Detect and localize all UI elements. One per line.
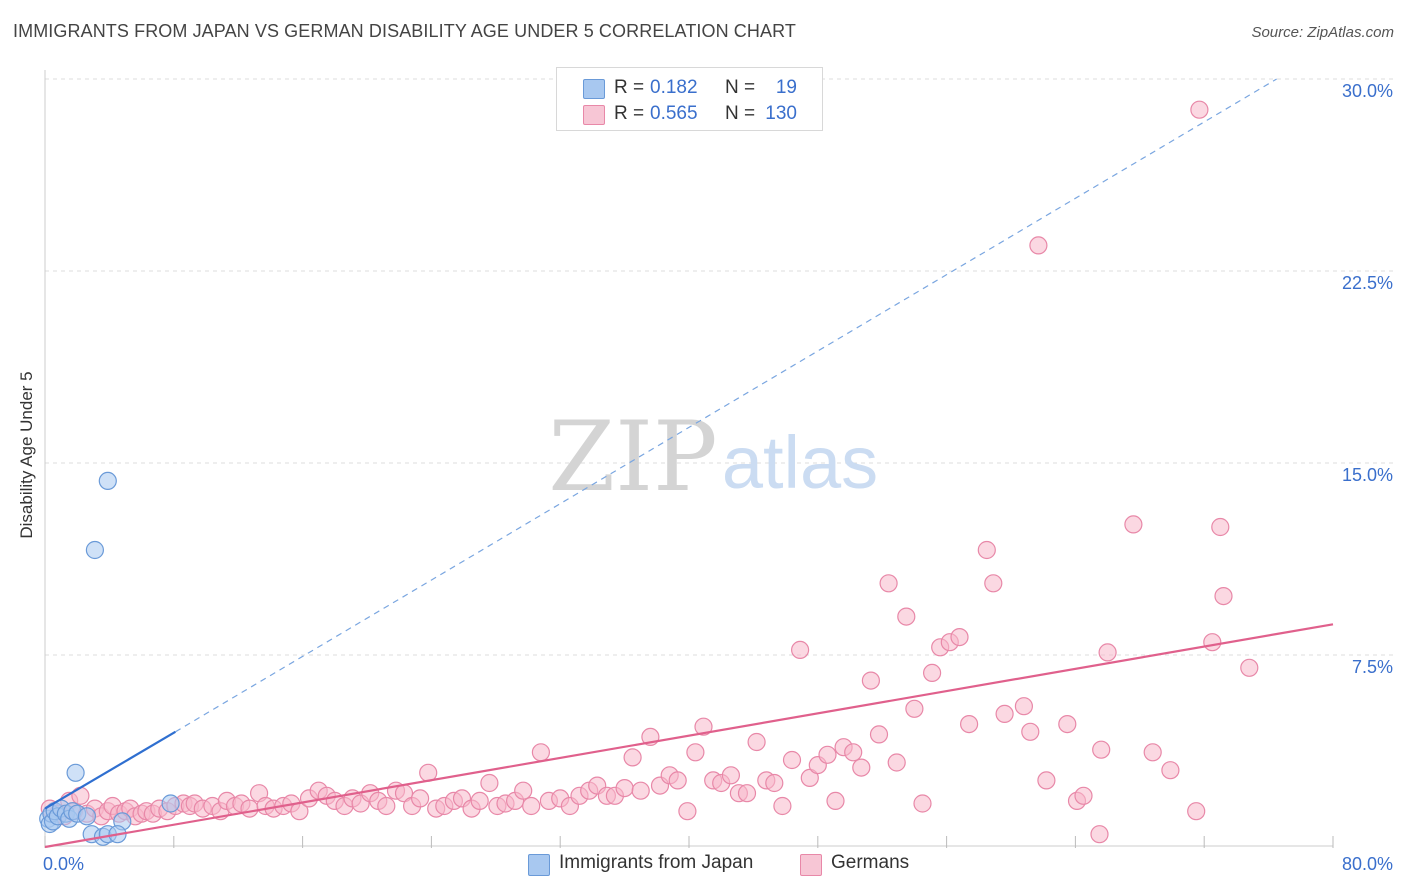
german-point [826,791,845,811]
source-note: Source: ZipAtlas.com [1251,24,1394,41]
german-point [852,758,871,777]
german-point [1098,643,1117,662]
tick-label-layer: 7.5% 15.0% 22.5% 30.0% 0.0% 80.0% [43,81,1393,874]
german-point [1021,722,1040,741]
german-point [950,627,969,647]
x-tick-label: 80.0% [1342,854,1393,874]
japan-point [98,471,117,490]
german-point [1203,633,1222,652]
legend-label-germans: Germans [831,852,910,873]
y-axis-label: Disability Age Under 5 [17,371,36,539]
german-point [977,540,996,560]
legend-label-japan: Immigrants from Japan [559,852,754,873]
r-value: 0.565 [650,103,698,124]
german-point [377,796,396,816]
german-point [1143,743,1162,762]
german-point [531,743,551,762]
german-trend-line [44,623,1334,849]
german-legend-swatch [800,854,822,876]
y-tick-label: 15.0% [1342,465,1393,485]
japan-trend-extension [175,78,1277,733]
points-layer [39,100,1259,846]
german-point [737,784,757,803]
german-point [747,732,766,752]
japan-point [161,794,180,813]
n-value: 130 [765,103,797,124]
german-point [782,750,802,770]
german-point [678,802,697,821]
german-point [1029,236,1048,255]
trend-layer [44,78,1334,849]
german-point [71,786,90,805]
german-point [694,717,713,736]
german-point [905,699,924,718]
german-point [861,671,881,690]
y-tick-label: 22.5% [1342,273,1393,293]
x-tick-label: 0.0% [43,854,84,874]
german-point [1058,714,1077,734]
german-point [879,574,898,593]
axes-layer [44,70,1334,848]
r-label: R = [614,77,645,98]
german-point [1037,771,1056,790]
german-point [240,799,259,818]
german-point [623,748,642,767]
german-point [1190,100,1209,119]
y-tick-label: 7.5% [1352,657,1393,677]
german-point [765,773,784,793]
japan-swatch [583,79,605,99]
german-point [480,773,499,793]
german-point [1090,825,1109,844]
german-point [818,745,837,764]
n-value: 19 [775,77,797,98]
german-point [1074,786,1093,805]
german-swatch [583,105,605,125]
japan-point [77,807,97,826]
german-point [615,778,634,798]
japan-point [66,763,85,782]
japan-point [85,540,105,560]
n-label: N = [725,103,756,124]
german-point [995,704,1014,724]
german-point [522,796,541,816]
german-point [686,743,705,762]
german-point [1240,658,1259,677]
german-point [668,771,687,790]
japan-trend-line [44,730,176,810]
japan-legend-swatch [528,854,550,876]
german-point [1092,740,1111,759]
german-point [631,781,650,800]
german-point [922,663,942,683]
german-point [514,781,533,800]
german-point [844,743,863,762]
grid-layer [45,78,1393,656]
r-label: R = [614,103,645,124]
watermark: ZIP atlas [548,401,878,513]
german-point [721,766,741,785]
german-point [984,574,1003,593]
german-point [1161,761,1180,780]
german-point [1214,586,1233,606]
german-point [1014,697,1034,716]
correlation-legend: R = 0.182 N = 19 R = 0.565 N = 130 [556,67,823,131]
r-value: 0.182 [650,77,698,98]
german-point [959,714,979,734]
german-point [470,791,489,811]
n-label: N = [725,77,756,98]
german-point [773,796,792,816]
german-point [1211,517,1230,537]
german-point [1187,802,1206,821]
y-tick-label: 30.0% [1342,81,1393,101]
german-point [790,640,810,660]
german-point [869,725,889,744]
german-point [411,789,430,808]
watermark-atlas: atlas [722,421,878,504]
german-point [913,794,932,813]
german-point [1124,515,1143,534]
chart-title: IMMIGRANTS FROM JAPAN VS GERMAN DISABILI… [13,21,796,41]
german-point [897,607,916,626]
german-point [887,753,906,772]
